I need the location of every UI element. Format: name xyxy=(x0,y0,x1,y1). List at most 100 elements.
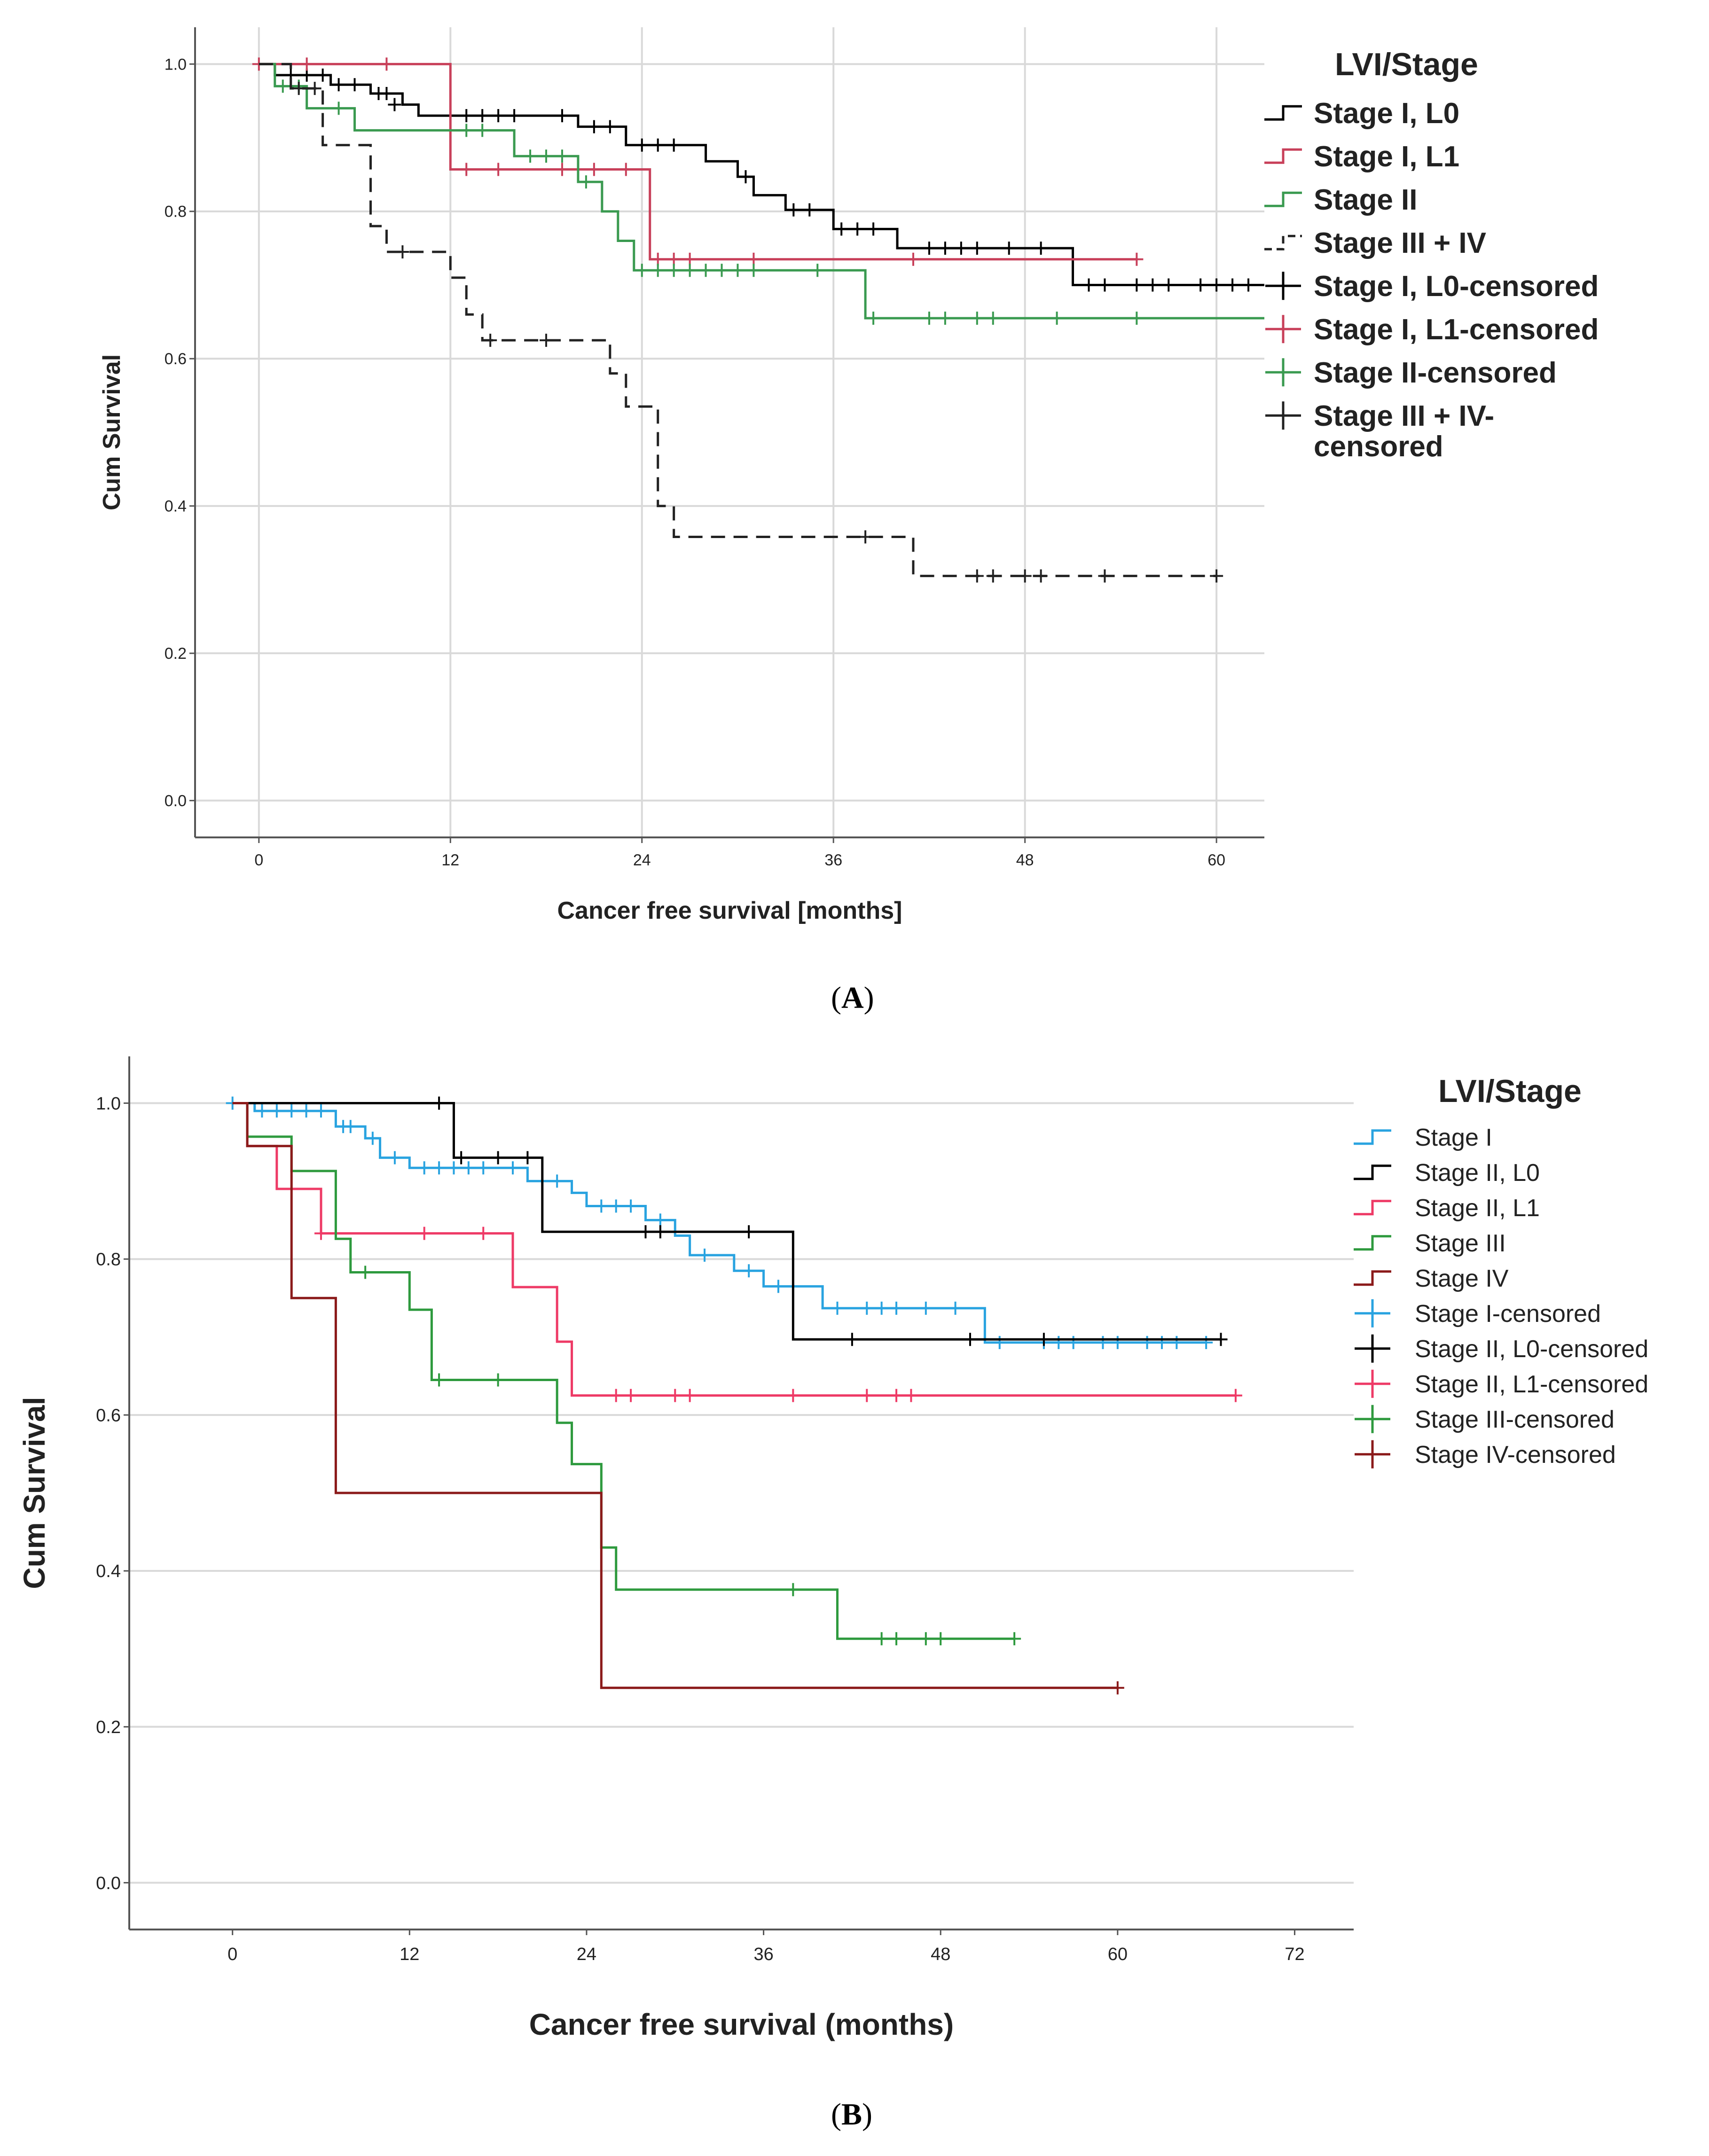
chart-a-censor-mark-3 xyxy=(747,264,760,277)
chart-a-censor-mark-4 xyxy=(292,82,306,95)
chart-b-x-tick-label: 24 xyxy=(577,1945,596,1964)
chart-a-legend-line-icon-2 xyxy=(1264,148,1302,164)
chart-a-censor-mark-2 xyxy=(651,252,665,266)
chart-b-x-tick-label: 12 xyxy=(400,1945,419,1964)
chart-a-censor-mark-3 xyxy=(922,312,936,325)
chart-a-legend-label-line: Stage I, L1 xyxy=(1314,141,1459,173)
chart-a-censor-mark-3 xyxy=(332,102,345,115)
chart-a-legend-label-8: Stage III + IV-censored xyxy=(1314,400,1494,463)
chart-b-censor-mark-1 xyxy=(949,1301,962,1315)
chart-a-censor-mark-1 xyxy=(388,98,401,111)
chart-b-censor-mark-1 xyxy=(1066,1336,1080,1349)
chart-a-censor-mark-1 xyxy=(667,138,681,152)
chart-a-legend-line-icon-1 xyxy=(1264,105,1302,121)
chart-b-censor-mark-2 xyxy=(1037,1333,1050,1346)
chart-a-censor-mark-4 xyxy=(1018,569,1032,583)
chart-b-censor-mark-4 xyxy=(1008,1632,1021,1646)
chart-b-censor-mark-1 xyxy=(447,1161,461,1175)
chart-a-censor-mark-2 xyxy=(587,163,601,176)
chart-a-censor-mark-2 xyxy=(683,252,697,266)
chart-a-censor-mark-3 xyxy=(555,149,569,163)
chart-a-legend-label-line: censored xyxy=(1314,430,1443,463)
chart-a-censor-mark-4 xyxy=(308,82,321,95)
chart-b-censor-mark-1 xyxy=(919,1301,933,1315)
chart-b-x-tick-label: 48 xyxy=(931,1945,950,1964)
chart-a-y-tick-label: 0.2 xyxy=(165,645,187,663)
chart-a-censor-mark-2 xyxy=(460,163,473,176)
chart-b-censor-mark-4 xyxy=(875,1632,888,1646)
chart-a-y-tick-label: 0.8 xyxy=(165,203,187,221)
chart-b-legend-line-icon-4 xyxy=(1354,1235,1391,1251)
chart-a-legend-label-line: Stage I, L0 xyxy=(1314,97,1459,130)
chart-b-legend-label-1: Stage I xyxy=(1415,1124,1492,1151)
chart-a-legend-censor-icon-8 xyxy=(1265,401,1301,430)
chart-b-legend-label-line: Stage II, L0 xyxy=(1415,1159,1540,1187)
chart-b-censor-mark-1 xyxy=(1052,1336,1066,1349)
chart-b-censor-mark-4 xyxy=(934,1632,948,1646)
chart-b-censor-mark-1 xyxy=(477,1161,490,1175)
chart-b-censor-mark-1 xyxy=(831,1301,844,1315)
chart-a-censor-mark-2 xyxy=(747,252,760,266)
chart-a-censor-mark-3 xyxy=(276,79,290,93)
chart-b-censor-mark-1 xyxy=(1199,1336,1213,1349)
chart-a-censor-mark-1 xyxy=(1226,278,1239,292)
chart-b-censor-mark-1 xyxy=(417,1161,431,1175)
chart-a-legend-label-6: Stage I, L1-censored xyxy=(1314,313,1599,346)
chart-a-censor-mark-1 xyxy=(1082,278,1096,292)
chart-b-legend-label-10: Stage IV-censored xyxy=(1415,1441,1616,1469)
chart-a-censor-mark-4 xyxy=(986,569,1000,583)
chart-a-legend-label-5: Stage I, L0-censored xyxy=(1314,270,1599,303)
chart-a-censor-mark-3 xyxy=(699,264,713,277)
chart-b-censor-mark-1 xyxy=(270,1104,283,1118)
chart-b-censor-mark-4 xyxy=(786,1583,800,1596)
chart-b-legend-censor-icon-10 xyxy=(1355,1440,1390,1469)
chart-b-censor-mark-1 xyxy=(875,1301,888,1315)
chart-b-censor-mark-4 xyxy=(359,1265,372,1279)
chart-a-legend-label-4: Stage III + IV xyxy=(1314,227,1486,259)
chart-a-censor-mark-1 xyxy=(787,203,800,217)
chart-a-legend-label-line: Stage III + IV- xyxy=(1314,400,1494,432)
chart-a-x-tick-label: 0 xyxy=(254,851,263,869)
chart-b-series-line-4 xyxy=(232,1102,1015,1640)
chart-a-censor-mark-3 xyxy=(986,312,1000,325)
chart-b-censor-mark-2 xyxy=(1214,1333,1228,1346)
chart-a-y-tick-label: 0.6 xyxy=(165,350,187,368)
chart-a-censor-mark-1 xyxy=(587,120,601,133)
chart-a-censor-mark-3 xyxy=(540,149,553,163)
chart-b-y-tick-label: 0.2 xyxy=(96,1718,121,1737)
chart-b-censor-mark-1 xyxy=(771,1280,785,1293)
chart-a-censor-mark-1 xyxy=(970,242,984,255)
chart-b-censor-mark-2 xyxy=(521,1151,534,1164)
chart-b-censor-mark-3 xyxy=(904,1389,918,1402)
chart-a-censor-mark-4 xyxy=(859,530,872,544)
chart-b-legend-label-line: Stage IV xyxy=(1415,1265,1509,1292)
chart-a-legend-censor-icon-5 xyxy=(1265,272,1301,300)
chart-b-x-tick-label: 36 xyxy=(753,1945,773,1964)
chart-a-censor-mark-1 xyxy=(508,109,521,123)
chart-b-censor-mark-4 xyxy=(491,1373,505,1387)
chart-a-censor-mark-1 xyxy=(651,138,665,152)
chart-b-legend-censor-icon-6 xyxy=(1355,1299,1390,1328)
chart-b-censor-mark-1 xyxy=(653,1213,667,1227)
chart-b-censor-mark-3 xyxy=(683,1389,697,1402)
chart-a-censor-mark-3 xyxy=(970,312,984,325)
chart-a-x-axis-label: Cancer free survival [months] xyxy=(557,897,902,924)
chart-a-censor-mark-1 xyxy=(835,222,848,236)
chart-a-legend-label-1: Stage I, L0 xyxy=(1314,97,1459,130)
chart-b-legend-label-8: Stage II, L1-censored xyxy=(1415,1371,1648,1398)
chart-b-legend-label-line: Stage IV-censored xyxy=(1415,1441,1616,1469)
chart-a-y-tick-label: 0.0 xyxy=(165,792,187,810)
chart-a-censor-mark-3 xyxy=(731,264,745,277)
chart-a-censor-mark-1 xyxy=(1210,278,1223,292)
chart-a: 0.0 0.2 0.4 0.6 0.8 1.0 0 12 24 36 48 60 Cancer free… xyxy=(98,27,1599,924)
chart-a-censor-mark-3 xyxy=(635,264,649,277)
chart-a-x-tick-label: 12 xyxy=(441,851,459,869)
chart-b-censor-mark-2 xyxy=(432,1096,446,1110)
chart-b-censor-mark-3 xyxy=(314,1226,328,1240)
chart-b-y-tick-label: 1.0 xyxy=(96,1094,121,1114)
chart-b-censor-mark-3 xyxy=(477,1226,490,1240)
chart-a-x-tick-label: 36 xyxy=(824,851,842,869)
chart-a-censor-mark-2 xyxy=(667,252,681,266)
chart-a-legend-label-3: Stage II xyxy=(1314,184,1418,216)
chart-b-censor-mark-1 xyxy=(860,1301,874,1315)
